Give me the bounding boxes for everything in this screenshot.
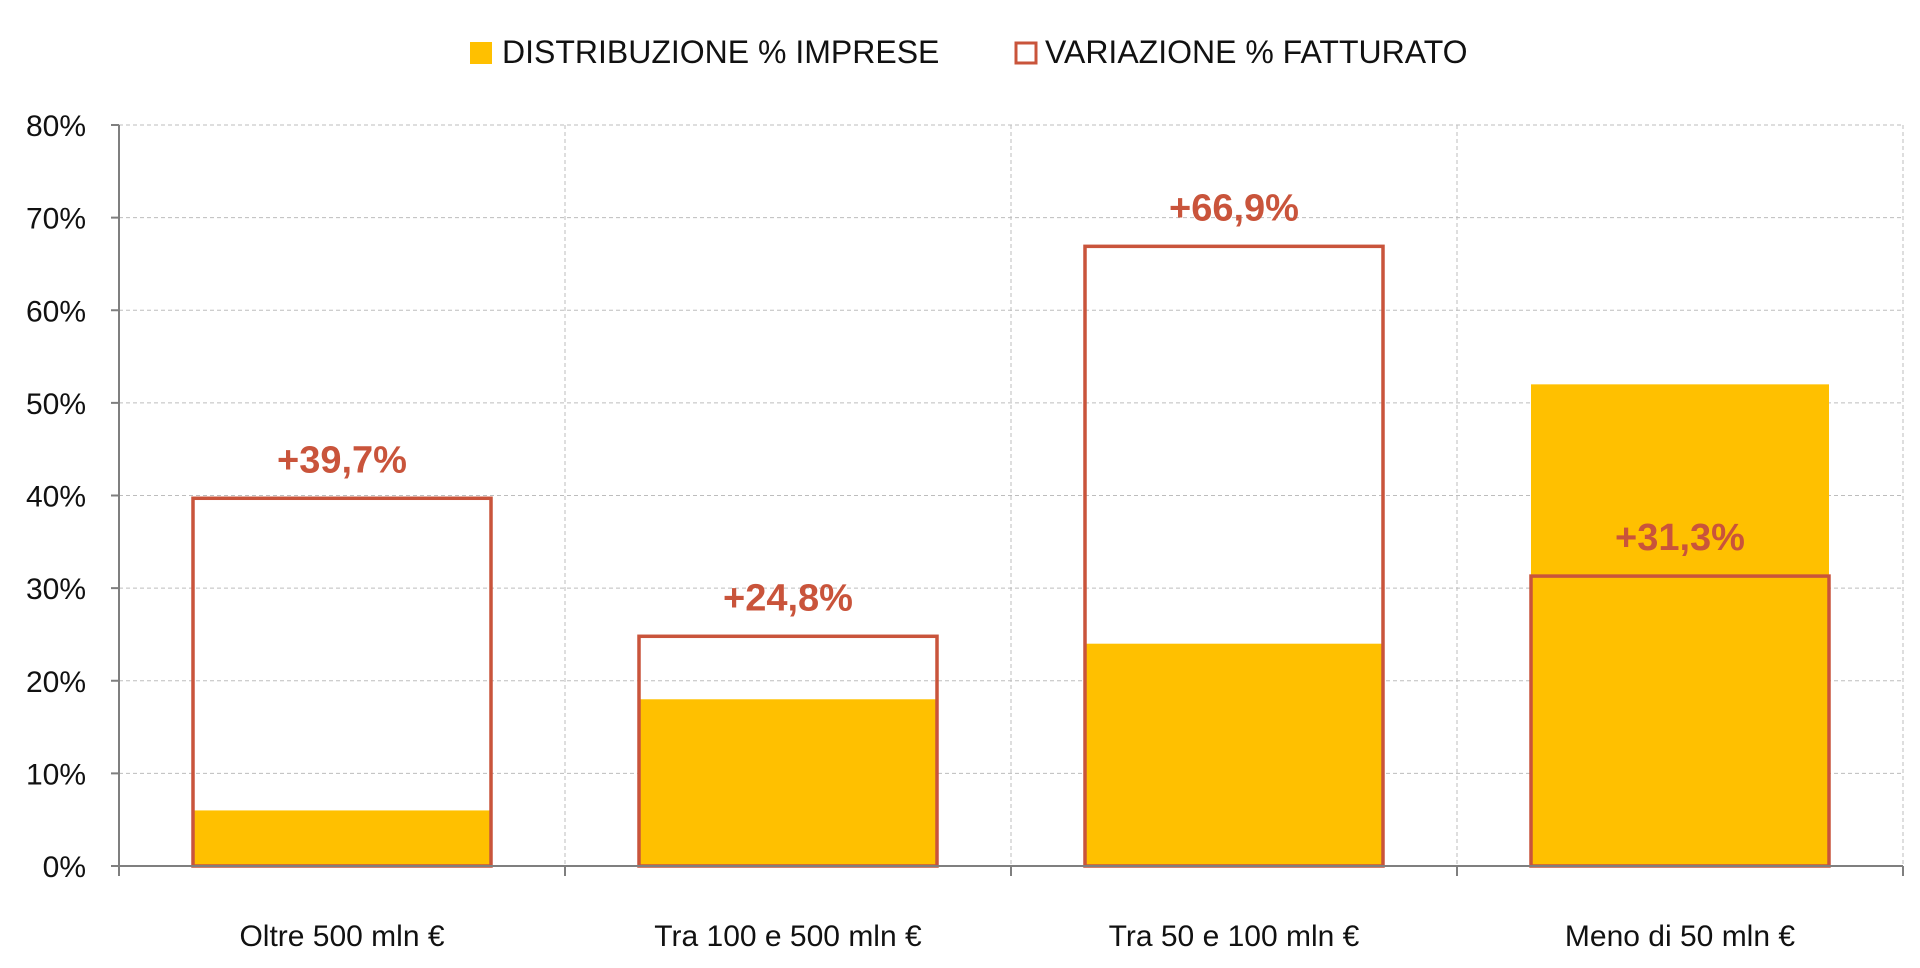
data-label-variazione: +31,3% bbox=[1615, 517, 1745, 559]
axes bbox=[111, 124, 1904, 876]
y-tick-label: 30% bbox=[26, 573, 86, 606]
y-tick-label: 10% bbox=[26, 758, 86, 791]
y-tick-label: 60% bbox=[26, 295, 86, 328]
y-tick-label: 40% bbox=[26, 481, 86, 514]
gridlines bbox=[119, 124, 1904, 866]
y-tick-label: 0% bbox=[43, 851, 86, 884]
y-tick-label: 20% bbox=[26, 666, 86, 699]
x-tick-label: Tra 100 e 500 mln € bbox=[654, 920, 922, 953]
y-tick-label: 80% bbox=[26, 110, 86, 143]
legend-swatch-distribuzione bbox=[470, 42, 492, 64]
legend: DISTRIBUZIONE % IMPRESE VARIAZIONE % FAT… bbox=[470, 34, 1468, 70]
y-axis-ticks: 0% 10% 20% 30% 40% 50% 60% 70% 80% bbox=[26, 110, 86, 884]
bar-distribuzione bbox=[1085, 643, 1383, 866]
x-tick-label: Tra 50 e 100 mln € bbox=[1109, 920, 1360, 953]
x-tick-label: Oltre 500 mln € bbox=[239, 920, 444, 953]
data-label-variazione: +66,9% bbox=[1169, 187, 1299, 229]
series-distribuzione bbox=[193, 384, 1829, 866]
legend-label-variazione: VARIAZIONE % FATTURATO bbox=[1045, 34, 1468, 70]
legend-label-distribuzione: DISTRIBUZIONE % IMPRESE bbox=[502, 34, 939, 70]
y-tick-label: 70% bbox=[26, 203, 86, 236]
data-label-variazione: +39,7% bbox=[277, 439, 407, 481]
bar-distribuzione bbox=[1531, 384, 1829, 866]
y-tick-label: 50% bbox=[26, 388, 86, 421]
bar-distribuzione bbox=[193, 810, 491, 866]
data-label-variazione: +24,8% bbox=[723, 577, 853, 619]
value-labels: +39,7% +24,8% +66,9% +31,3% bbox=[277, 187, 1745, 619]
bar-distribuzione bbox=[639, 699, 937, 866]
legend-swatch-variazione bbox=[1014, 41, 1038, 65]
x-axis-labels: Oltre 500 mln € Tra 100 e 500 mln € Tra 50… bbox=[239, 920, 1795, 953]
x-tick-label: Meno di 50 mln € bbox=[1565, 920, 1795, 953]
